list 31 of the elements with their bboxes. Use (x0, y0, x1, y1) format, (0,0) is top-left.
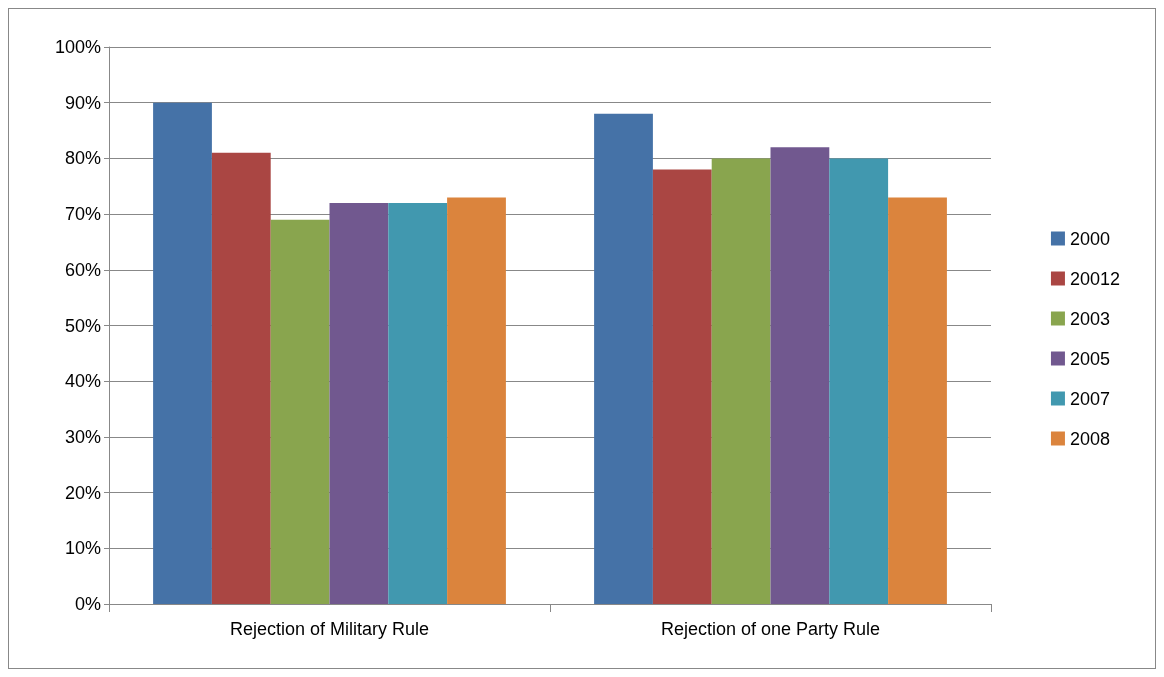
bar (270, 219, 330, 604)
y-tick-label: 90% (64, 92, 101, 113)
bar (447, 197, 506, 604)
bar (711, 158, 771, 604)
bar (888, 197, 947, 604)
y-tick-label: 60% (64, 259, 101, 280)
y-tick-label: 50% (64, 315, 101, 336)
y-tick-label: 20% (64, 482, 101, 503)
x-tick-label: Rejection of one Party Rule (660, 619, 881, 639)
y-tick-label: 40% (64, 371, 101, 392)
y-tick-label: 80% (64, 148, 101, 169)
bar (211, 152, 271, 604)
bar (829, 158, 889, 604)
y-tick-label: 30% (64, 426, 101, 447)
legend-label: 2005 (1069, 348, 1110, 369)
legend-label: 2007 (1069, 388, 1110, 409)
y-tick-label: 100% (54, 37, 101, 57)
legend-label: 2000 (1069, 228, 1110, 249)
bar (652, 169, 712, 604)
bar (770, 147, 830, 604)
y-tick-label: 10% (64, 538, 101, 559)
y-tick-label: 70% (64, 204, 101, 225)
legend-label: 2003 (1069, 308, 1110, 329)
bar (153, 102, 212, 604)
bar (594, 113, 653, 604)
y-tick-label: 0% (74, 594, 101, 614)
x-tick-label: Rejection of Military Rule (229, 619, 430, 639)
bar (329, 202, 389, 604)
legend-label: 2008 (1069, 428, 1110, 449)
bar (388, 202, 448, 604)
legend-label: 20012 (1069, 268, 1121, 289)
